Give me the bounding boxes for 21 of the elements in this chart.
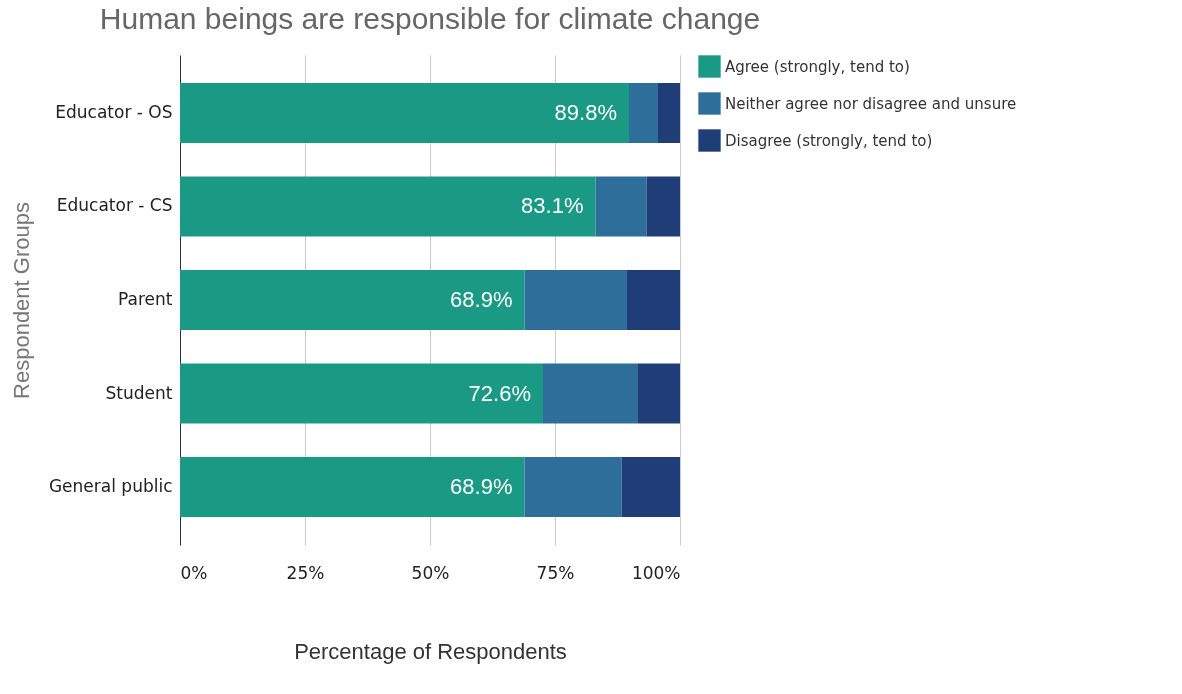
data-label: 89.8% bbox=[554, 99, 617, 125]
y-tick-label: Student bbox=[105, 382, 173, 403]
y-axis-title: Respondent Groups bbox=[8, 202, 34, 399]
data-label: 68.9% bbox=[450, 474, 513, 500]
x-tick-label: 25% bbox=[286, 562, 325, 583]
y-tick-label: Educator - OS bbox=[55, 101, 173, 122]
y-tick-label: General public bbox=[48, 476, 173, 497]
x-tick-label: 50% bbox=[411, 562, 450, 583]
data-label: 68.9% bbox=[450, 287, 513, 312]
y-tick-label: Educator - CS bbox=[56, 195, 173, 216]
x-tick-label: 0% bbox=[180, 562, 208, 583]
legend-label: Disagree (strongly, tend to) bbox=[725, 131, 933, 150]
chart-title: Human beings are responsible for climate change bbox=[99, 2, 761, 35]
x-axis-title: Percentage of Respondents bbox=[294, 638, 567, 664]
data-label: 83.1% bbox=[521, 193, 584, 219]
data-label: 72.6% bbox=[468, 380, 531, 406]
y-tick-label: Parent bbox=[118, 289, 173, 309]
x-tick-label: 100% bbox=[631, 562, 681, 583]
x-tick-label: 75% bbox=[536, 562, 575, 583]
legend-label: Agree (strongly, tend to) bbox=[725, 57, 910, 76]
legend-label: Neither agree nor disagree and unsure bbox=[725, 94, 1017, 113]
